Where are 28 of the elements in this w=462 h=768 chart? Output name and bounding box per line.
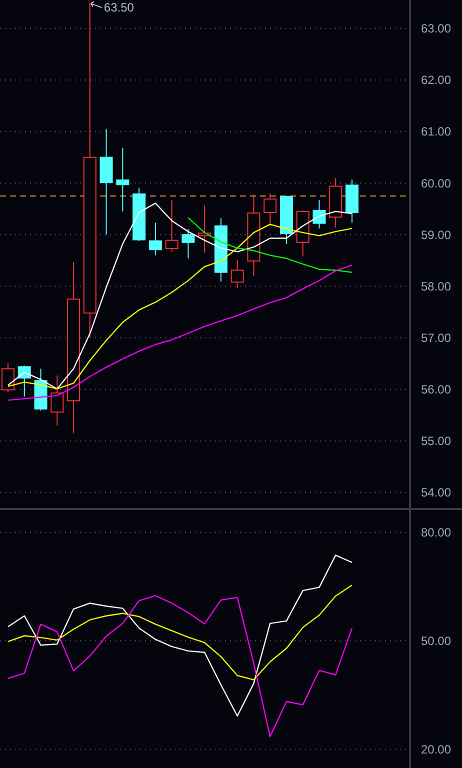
candlestick [100, 128, 113, 236]
candlestick [50, 374, 64, 426]
annotation: 63.50 [104, 0, 134, 15]
candlestick [116, 148, 130, 212]
candlestick [83, 2, 96, 338]
candlestick [329, 177, 342, 228]
y-tick-label: 62.00 [420, 73, 452, 88]
y-tick-label: 55.00 [420, 434, 452, 448]
y-tick-label: 56.00 [420, 382, 452, 397]
line-series [7, 595, 353, 738]
candlestick [148, 222, 162, 256]
line-series [7, 584, 353, 680]
y-tick-label: 50.00 [420, 634, 452, 648]
y-tick-label: 61.00 [420, 124, 452, 139]
line-series [7, 554, 353, 717]
y-tick-label: 60.00 [420, 176, 452, 190]
candlestick [214, 218, 228, 282]
y-tick-label: 57.00 [420, 331, 452, 346]
candlestick [247, 194, 260, 276]
y-tick-label: 58.00 [420, 279, 452, 294]
line-series [188, 217, 353, 273]
y-tick-label: 80.00 [420, 526, 452, 540]
y-tick-label: 54.00 [420, 486, 452, 500]
y-tick-label: 59.00 [420, 228, 452, 242]
y-tick-label: 20.00 [420, 742, 452, 756]
candlestick [67, 261, 80, 434]
y-tick-label: 63.00 [420, 22, 452, 36]
candlestick [230, 259, 244, 289]
